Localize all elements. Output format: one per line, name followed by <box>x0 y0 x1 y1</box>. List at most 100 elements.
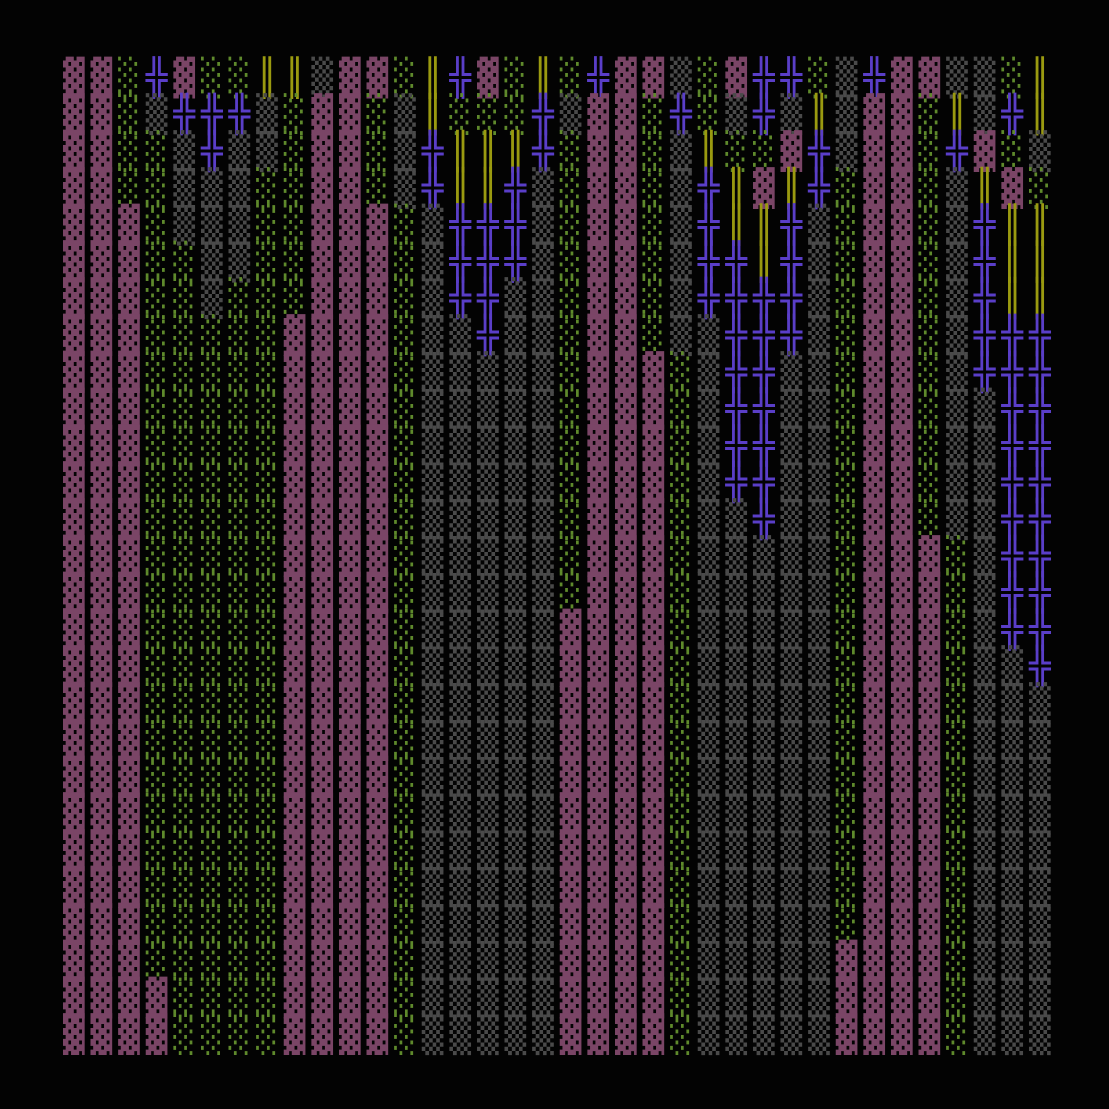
map-cell: ░ <box>118 130 140 173</box>
map-cell: ▓ <box>974 130 996 173</box>
map-cell: ╬ <box>1028 498 1052 541</box>
map-cell: ░ <box>670 350 692 393</box>
map-cell: ╬ <box>448 240 472 283</box>
map-cell: ▓ <box>311 829 333 872</box>
map-cell: ░ <box>946 571 968 614</box>
map-cell: ▒ <box>1001 902 1023 945</box>
map-cell: ▒ <box>670 166 692 209</box>
map-cell: ▒ <box>808 866 830 909</box>
map-cell: ▒ <box>836 130 858 173</box>
map-cell: ▒ <box>946 56 968 99</box>
map-cell: ▒ <box>725 93 747 136</box>
map-cell: ▒ <box>505 829 527 872</box>
map-cell: ▓ <box>284 939 306 982</box>
map-cell: ░ <box>256 755 278 798</box>
map-cell: ▓ <box>63 93 85 136</box>
map-cell: ▒ <box>1029 1013 1051 1056</box>
map-cell: ░ <box>836 314 858 357</box>
map-cell: ▓ <box>339 314 361 357</box>
map-cell: ▓ <box>863 387 885 430</box>
map-cell: ▒ <box>753 976 775 1019</box>
map-cell: ░ <box>670 829 692 872</box>
map-cell: ▓ <box>284 792 306 835</box>
map-cell: ▓ <box>284 866 306 909</box>
map-cell: ░ <box>173 829 195 872</box>
map-cell: ▒ <box>422 424 444 467</box>
map-cell: ░ <box>146 939 168 982</box>
map-cell: ▒ <box>173 130 195 173</box>
map-cell: ▒ <box>808 829 830 872</box>
map-cell: ▒ <box>946 166 968 209</box>
map-cell: ▒ <box>560 93 582 136</box>
map-cell: ░ <box>229 902 251 945</box>
map-cell: ▒ <box>422 350 444 393</box>
map-cell: ░ <box>394 534 416 577</box>
map-cell: ▓ <box>863 902 885 945</box>
map-cell: ▓ <box>284 571 306 614</box>
map-cell: ▒ <box>477 718 499 761</box>
map-cell: ▒ <box>1029 976 1051 1019</box>
map-cell: ▓ <box>63 534 85 577</box>
map-cell: ▓ <box>891 902 913 945</box>
map-cell: ░ <box>229 792 251 835</box>
map-cell: ▓ <box>643 755 665 798</box>
map-cell: ░ <box>725 130 747 173</box>
map-cell: ▓ <box>615 682 637 725</box>
map-cell: ▓ <box>587 130 609 173</box>
map-cell: ░ <box>256 976 278 1019</box>
map-cell: ▒ <box>477 424 499 467</box>
map-cell: ▒ <box>422 645 444 688</box>
map-cell: ▒ <box>532 387 554 430</box>
map-cell: ▒ <box>394 166 416 209</box>
map-cell: ▓ <box>919 56 941 99</box>
map-cell: ▓ <box>615 976 637 1019</box>
map-cell: ▓ <box>587 939 609 982</box>
map-cell: ▓ <box>118 314 140 357</box>
map-cell: ░ <box>201 829 223 872</box>
map-cell: ▒ <box>201 166 223 209</box>
map-cell: ╬ <box>1000 424 1024 467</box>
map-cell: ║ <box>946 93 968 136</box>
map-cell: ▒ <box>808 571 830 614</box>
map-cell: ▒ <box>173 203 195 246</box>
map-cell: ▓ <box>367 56 389 99</box>
map-cell: ▓ <box>367 829 389 872</box>
map-cell: ║ <box>1029 277 1051 320</box>
map-cell: ▓ <box>91 718 113 761</box>
map-cell: ▓ <box>311 350 333 393</box>
map-cell: ▓ <box>339 240 361 283</box>
map-cell: ▓ <box>91 56 113 99</box>
map-cell: ▒ <box>781 387 803 430</box>
map-cell: ░ <box>229 571 251 614</box>
map-cell: ▒ <box>670 56 692 99</box>
map-cell: ▒ <box>422 755 444 798</box>
map-cell: ▓ <box>615 645 637 688</box>
map-cell: ║ <box>725 203 747 246</box>
map-cell: ▒ <box>781 498 803 541</box>
map-cell: ░ <box>256 718 278 761</box>
map-cell: ▒ <box>808 1013 830 1056</box>
map-cell: ▒ <box>449 350 471 393</box>
map-cell: ▓ <box>587 387 609 430</box>
map-cell: ▒ <box>753 718 775 761</box>
map-cell: ░ <box>836 350 858 393</box>
map-cell: ▓ <box>615 1013 637 1056</box>
map-cell: ▓ <box>118 461 140 504</box>
map-cell: ▒ <box>698 866 720 909</box>
map-cell: ▒ <box>505 718 527 761</box>
map-cell: ▓ <box>891 682 913 725</box>
map-cell: ░ <box>394 755 416 798</box>
map-cell: ▓ <box>836 1013 858 1056</box>
map-cell: ▒ <box>781 645 803 688</box>
map-cell: ▓ <box>367 939 389 982</box>
map-cell: ░ <box>201 608 223 651</box>
map-cell: ░ <box>670 498 692 541</box>
map-cell: ░ <box>946 755 968 798</box>
map-cell: ▓ <box>587 498 609 541</box>
map-cell: ╬ <box>476 277 500 320</box>
map-cell: ▓ <box>339 939 361 982</box>
map-cell: ░ <box>146 240 168 283</box>
map-cell: ▓ <box>836 939 858 982</box>
map-cell: ▒ <box>477 461 499 504</box>
map-cell: ▓ <box>919 682 941 725</box>
